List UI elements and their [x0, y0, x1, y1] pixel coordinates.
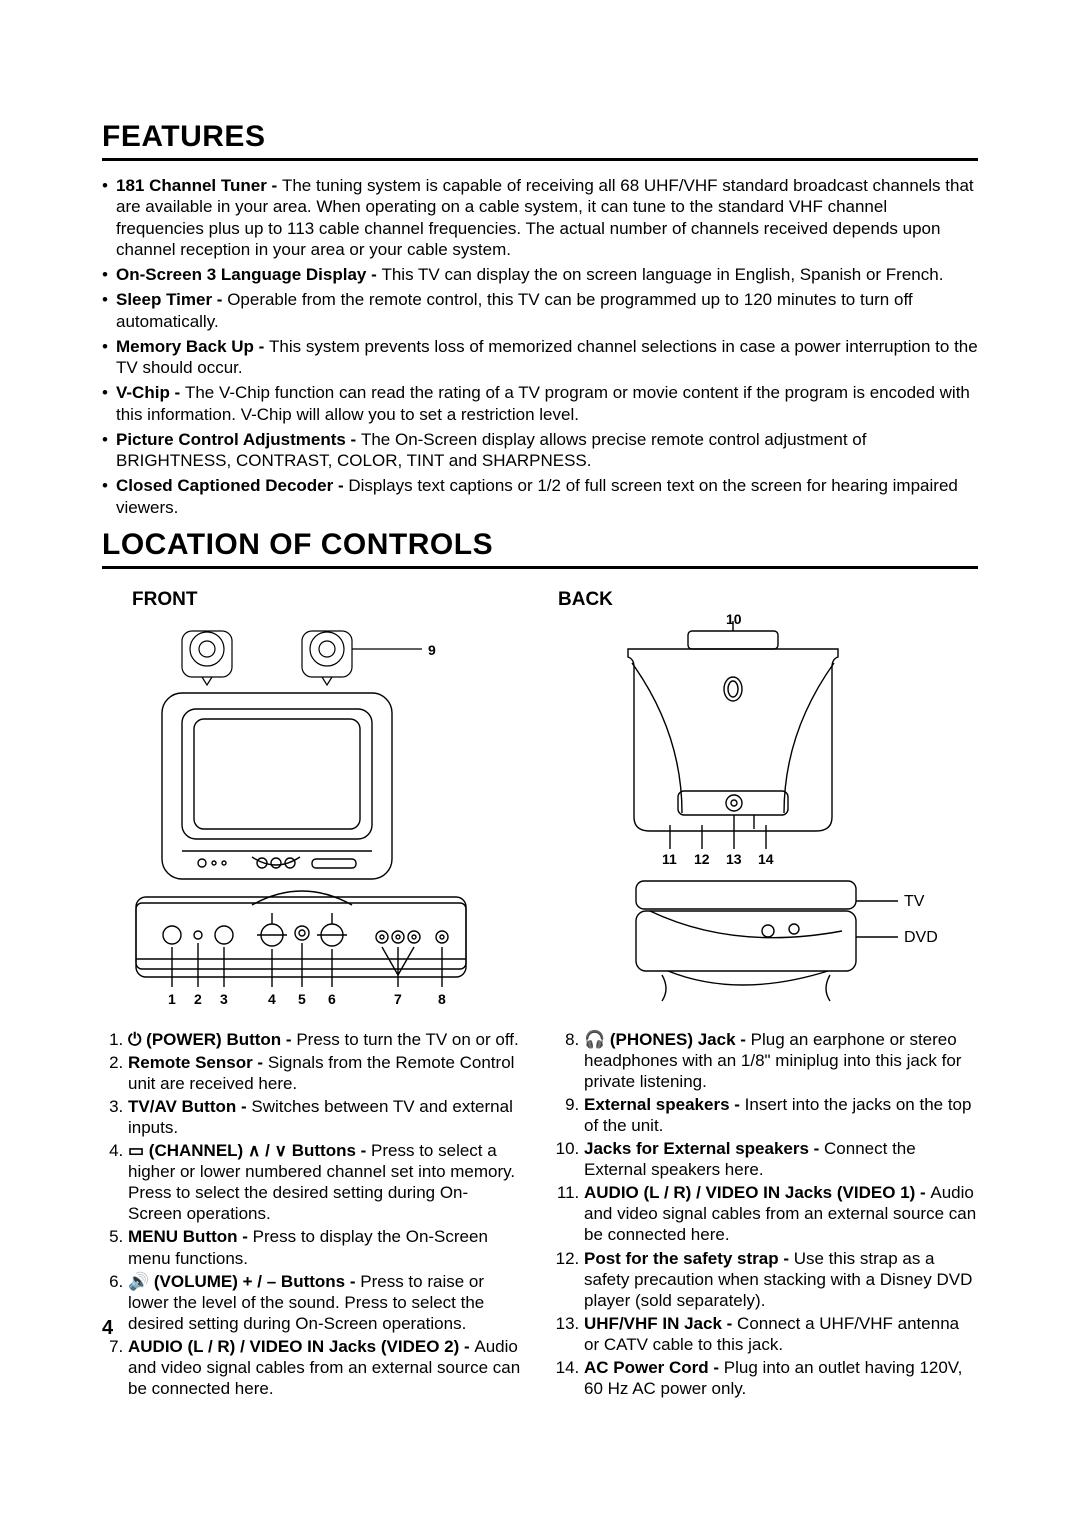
control-item: MENU Button - Press to display the On-Sc…	[128, 1226, 522, 1268]
back-label: BACK	[558, 589, 978, 611]
control-item: AUDIO (L / R) / VIDEO IN Jacks (VIDEO 2)…	[128, 1336, 522, 1399]
feature-item: •Closed Captioned Decoder - Displays tex…	[102, 475, 978, 518]
control-item: 🔊 (VOLUME) + / – Buttons - Press to rais…	[128, 1271, 522, 1334]
front-label: FRONT	[132, 589, 518, 611]
front-num-4: 4	[268, 991, 276, 1007]
control-item: Post for the safety strap - Use this str…	[584, 1248, 978, 1311]
control-item: AUDIO (L / R) / VIDEO IN Jacks (VIDEO 1)…	[584, 1182, 978, 1245]
page-number: 4	[102, 1317, 113, 1340]
front-num-2: 2	[194, 991, 202, 1007]
front-num-8: 8	[438, 991, 446, 1007]
front-num-6: 6	[328, 991, 336, 1007]
controls-right-list: 🎧 (PHONES) Jack - Plug an earphone or st…	[558, 1029, 978, 1399]
control-item: External speakers - Insert into the jack…	[584, 1094, 978, 1136]
diagram-row: FRONT	[102, 583, 978, 1015]
control-item: ⏻ (POWER) Button - Press to turn the TV …	[128, 1029, 522, 1050]
controls-left-list: ⏻ (POWER) Button - Press to turn the TV …	[102, 1029, 522, 1399]
back-num-14: 14	[758, 851, 774, 867]
feature-item: •Picture Control Adjustments - The On-Sc…	[102, 429, 978, 472]
feature-item: •V-Chip - The V-Chip function can read t…	[102, 382, 978, 425]
feature-item: •Memory Back Up - This system prevents l…	[102, 336, 978, 379]
back-svg	[558, 615, 978, 1015]
front-num-7: 7	[394, 991, 402, 1007]
back-num-13: 13	[726, 851, 742, 867]
feature-item: •Sleep Timer - Operable from the remote …	[102, 289, 978, 332]
tv-label: TV	[904, 893, 924, 911]
location-rule	[102, 566, 978, 569]
back-num-12: 12	[694, 851, 710, 867]
back-diagram: BACK	[558, 583, 978, 1015]
front-num-9: 9	[428, 642, 436, 658]
feature-item: •On-Screen 3 Language Display - This TV …	[102, 264, 978, 285]
control-item: ▭ (CHANNEL) ∧ / ∨ Buttons - Press to sel…	[128, 1140, 522, 1224]
front-svg	[102, 615, 502, 1015]
control-item: Jacks for External speakers - Connect th…	[584, 1138, 978, 1180]
control-item: Remote Sensor - Signals from the Remote …	[128, 1052, 522, 1094]
front-num-1: 1	[168, 991, 176, 1007]
control-item: UHF/VHF IN Jack - Connect a UHF/VHF ante…	[584, 1313, 978, 1355]
front-num-5: 5	[298, 991, 306, 1007]
back-num-11: 11	[662, 851, 677, 867]
feature-item: •181 Channel Tuner - The tuning system i…	[102, 175, 978, 260]
controls-columns: ⏻ (POWER) Button - Press to turn the TV …	[102, 1029, 978, 1401]
features-rule	[102, 158, 978, 161]
dvd-label: DVD	[904, 929, 938, 947]
control-item: 🎧 (PHONES) Jack - Plug an earphone or st…	[584, 1029, 978, 1092]
features-list: •181 Channel Tuner - The tuning system i…	[102, 175, 978, 518]
control-item: TV/AV Button - Switches between TV and e…	[128, 1096, 522, 1138]
location-heading: LOCATION OF CONTROLS	[102, 528, 978, 562]
control-item: AC Power Cord - Plug into an outlet havi…	[584, 1357, 978, 1399]
front-num-3: 3	[220, 991, 228, 1007]
front-diagram: FRONT	[102, 583, 518, 1015]
back-num-10: 10	[726, 611, 742, 627]
features-heading: FEATURES	[102, 120, 978, 154]
